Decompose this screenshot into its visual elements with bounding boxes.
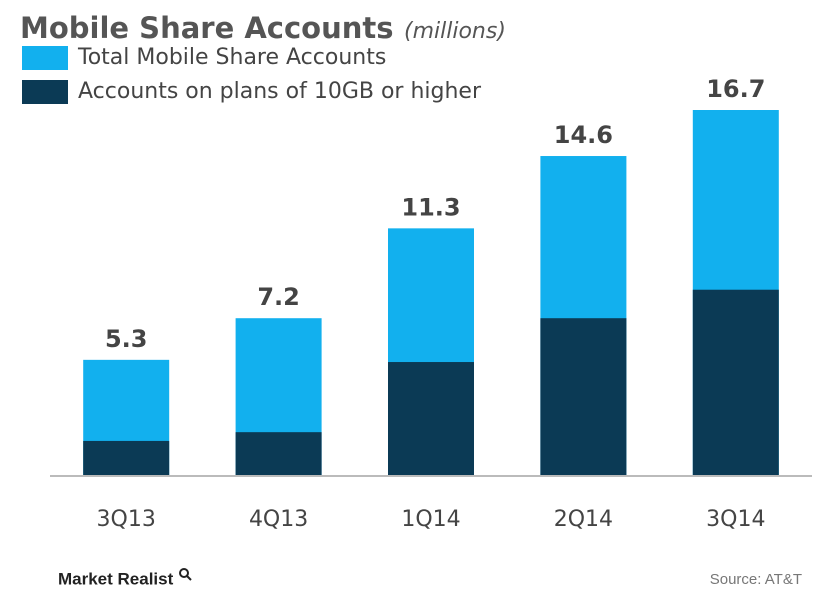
data-label: 16.7 [706, 75, 765, 103]
chart-subtitle: (millions) [404, 19, 506, 44]
bar [388, 362, 474, 476]
x-tick-label: 3Q13 [97, 507, 156, 532]
source: Source: AT&T [710, 571, 802, 588]
data-label: 11.3 [401, 193, 460, 221]
logo: Market Realist [58, 569, 174, 588]
x-tick-label: 4Q13 [249, 507, 308, 532]
legend-label: Accounts on plans of 10GB or higher [78, 79, 482, 104]
legend-label: Total Mobile Share Accounts [77, 45, 386, 70]
data-label: 7.2 [257, 283, 300, 311]
bar [692, 289, 779, 476]
legend-swatch [22, 80, 68, 104]
x-tick-label: 1Q14 [401, 507, 460, 532]
bar [235, 432, 322, 476]
bar [540, 318, 627, 476]
x-tick-label: 3Q14 [706, 507, 765, 532]
data-label: 14.6 [554, 121, 613, 149]
logo-icon [179, 568, 192, 581]
chart-title: Mobile Share Accounts [20, 11, 394, 45]
x-tick-label: 2Q14 [554, 507, 613, 532]
legend-swatch [22, 46, 68, 70]
data-label: 5.3 [105, 325, 148, 353]
bar [83, 440, 170, 476]
